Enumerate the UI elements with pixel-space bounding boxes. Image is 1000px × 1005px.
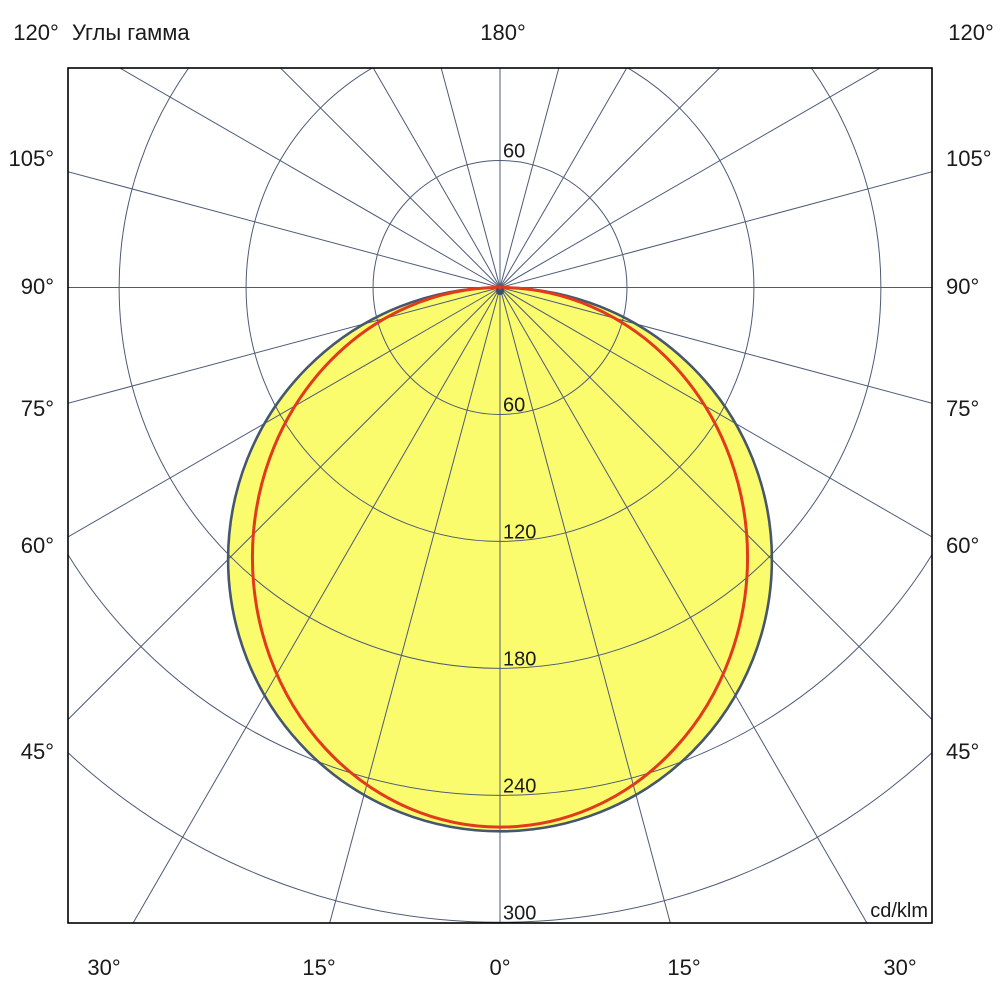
- grid-radial: [499, 68, 721, 288]
- grid-radial: [499, 68, 628, 288]
- radial-tick-label: 300: [503, 902, 536, 924]
- grid-radial: [68, 287, 501, 538]
- gamma-label-right: 105°: [946, 146, 992, 171]
- radial-tick-label: 120: [503, 521, 536, 543]
- gamma-label-right: 90°: [946, 274, 979, 299]
- grid-radial: [499, 287, 932, 404]
- radial-tick-label: 180: [503, 648, 536, 670]
- gamma-label-right: 75°: [946, 396, 979, 421]
- unit-label: cd/klm: [870, 900, 928, 922]
- grid-radial: [499, 287, 671, 923]
- gamma-label-bottom: 30°: [883, 955, 916, 980]
- grid-radial: [68, 171, 501, 288]
- gamma-label-left: 60°: [21, 533, 54, 558]
- gamma-label-left: 45°: [21, 739, 54, 764]
- grid-radial: [372, 68, 501, 288]
- polar-origin: [496, 287, 504, 295]
- gamma-label-right: 45°: [946, 739, 979, 764]
- grid-radial: [279, 68, 501, 288]
- grid-radial: [499, 287, 932, 721]
- plot-border: [67, 67, 933, 924]
- grid-radial: [499, 68, 882, 288]
- grid-radial: [329, 287, 501, 923]
- grid-radial: [440, 68, 501, 288]
- radial-tick-label: 60: [503, 394, 525, 416]
- gamma-label-bottom: 0°: [489, 955, 510, 980]
- gamma-label-right: 60°: [946, 533, 979, 558]
- gamma-label-left: 75°: [21, 396, 54, 421]
- grid-radial: [68, 287, 501, 404]
- chart-title: Углы гамма: [72, 20, 190, 45]
- radial-tick-label-upper: 60: [503, 141, 525, 163]
- gamma-label-top-left: 120°: [13, 20, 59, 45]
- polar-origin-dot: [497, 285, 503, 290]
- grid-radial: [132, 287, 501, 923]
- grid-radial: [499, 287, 932, 538]
- gamma-label-bottom: 15°: [667, 955, 700, 980]
- gamma-label-bottom: 30°: [87, 955, 120, 980]
- radial-tick-label: 240: [503, 775, 536, 797]
- grid-radial: [499, 287, 868, 923]
- gamma-label-top-center: 180°: [480, 20, 526, 45]
- gamma-label-top-right: 120°: [948, 20, 994, 45]
- grid-radial: [118, 68, 501, 288]
- gamma-label-left: 105°: [8, 146, 54, 171]
- gamma-label-bottom: 15°: [302, 955, 335, 980]
- grid-radial: [499, 68, 560, 288]
- gamma-label-left: 90°: [21, 274, 54, 299]
- grid-radial: [68, 287, 501, 721]
- grid-radial: [499, 171, 932, 288]
